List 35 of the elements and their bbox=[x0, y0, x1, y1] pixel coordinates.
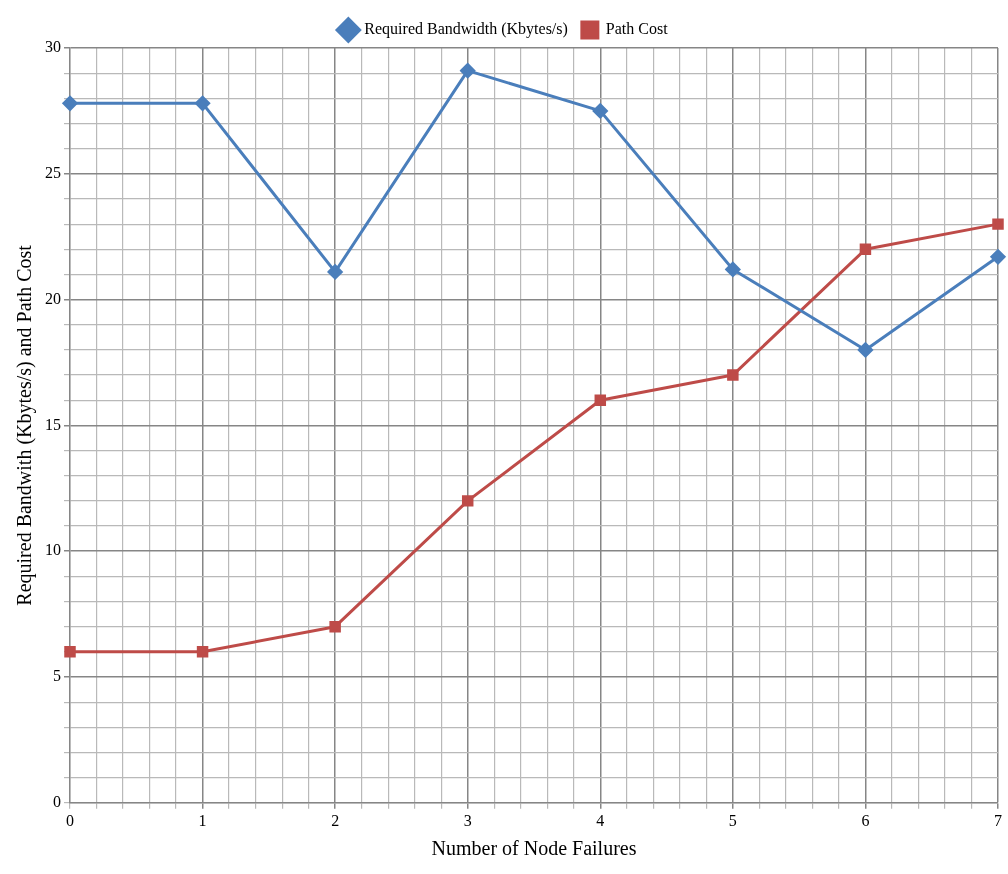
x-tick-label: 0 bbox=[66, 811, 74, 829]
x-axis-title: Number of Node Failures bbox=[431, 837, 637, 860]
y-tick-label: 15 bbox=[45, 415, 61, 433]
legend-label: Required Bandwidth (Kbytes/s) bbox=[364, 20, 568, 39]
point bbox=[327, 264, 343, 280]
x-tick-label: 2 bbox=[331, 811, 340, 829]
point bbox=[990, 249, 1006, 265]
point bbox=[62, 95, 78, 111]
point bbox=[725, 261, 741, 277]
point bbox=[592, 103, 608, 119]
y-axis-title: Required Bandwith (Kbytes/s) and Path Cost bbox=[13, 244, 37, 606]
point bbox=[64, 646, 76, 658]
y-tick-label: 25 bbox=[45, 164, 61, 181]
y-tick-label: 30 bbox=[45, 38, 61, 56]
y-tick-label: 10 bbox=[45, 541, 61, 559]
point bbox=[594, 394, 607, 406]
y-tick-label: 20 bbox=[45, 289, 61, 307]
x-tick-label: 5 bbox=[728, 811, 737, 829]
point bbox=[727, 369, 739, 381]
point bbox=[992, 218, 1004, 230]
point bbox=[461, 495, 474, 507]
legend-label: Path Cost bbox=[605, 20, 669, 38]
point bbox=[329, 620, 341, 633]
x-tick-label: 3 bbox=[463, 811, 472, 829]
x-tick-label: 1 bbox=[198, 811, 207, 829]
x-tick-label: 4 bbox=[596, 811, 605, 829]
x-tick-label: 6 bbox=[861, 811, 870, 829]
point bbox=[196, 646, 209, 658]
point bbox=[460, 63, 476, 79]
y-tick-label: 5 bbox=[53, 667, 61, 685]
point bbox=[857, 342, 873, 358]
point bbox=[859, 243, 872, 256]
y-tick-label: 0 bbox=[53, 793, 61, 810]
point bbox=[195, 95, 211, 111]
x-tick-label: 7 bbox=[994, 811, 1002, 829]
